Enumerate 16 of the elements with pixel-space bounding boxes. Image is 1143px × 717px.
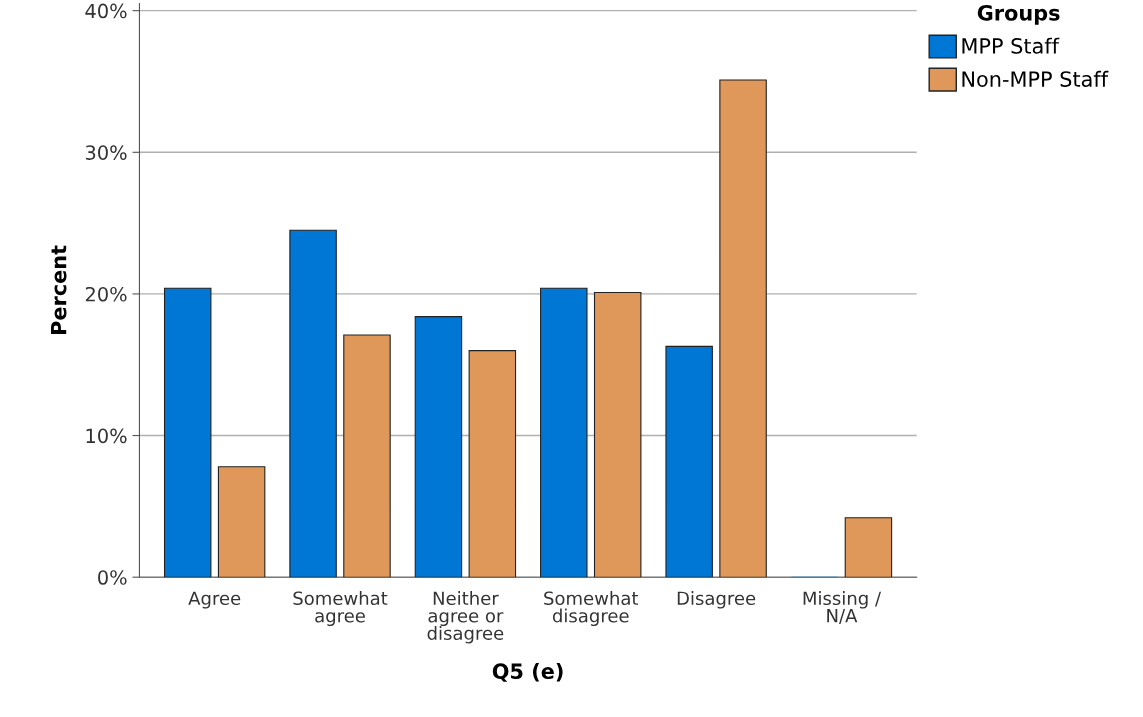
- legend-label: Non-MPP Staff: [962, 70, 1109, 87]
- y-tick-label: 40%: [85, 3, 127, 19]
- y-tick-label: 0%: [98, 570, 127, 585]
- y-tick-label: 20%: [85, 286, 127, 302]
- legend-title: Groups: [977, 4, 1060, 25]
- x-tick-label: Somewhat agree: [293, 591, 388, 627]
- y-tick-label: 30%: [85, 145, 127, 160]
- x-tick-label: Neither agree or disagree: [427, 591, 504, 644]
- y-tick-label: 10%: [86, 428, 127, 444]
- x-axis-title: Q5 (e): [492, 662, 563, 682]
- x-tick-label: Missing / N/A: [803, 591, 882, 624]
- y-axis-title: Percent: [51, 245, 67, 334]
- x-tick-label: Agree: [188, 591, 241, 609]
- x-tick-label: Disagree: [677, 591, 756, 609]
- legend-label: MPP Staff: [962, 37, 1060, 54]
- x-tick-label: Somewhat disagree: [544, 591, 639, 627]
